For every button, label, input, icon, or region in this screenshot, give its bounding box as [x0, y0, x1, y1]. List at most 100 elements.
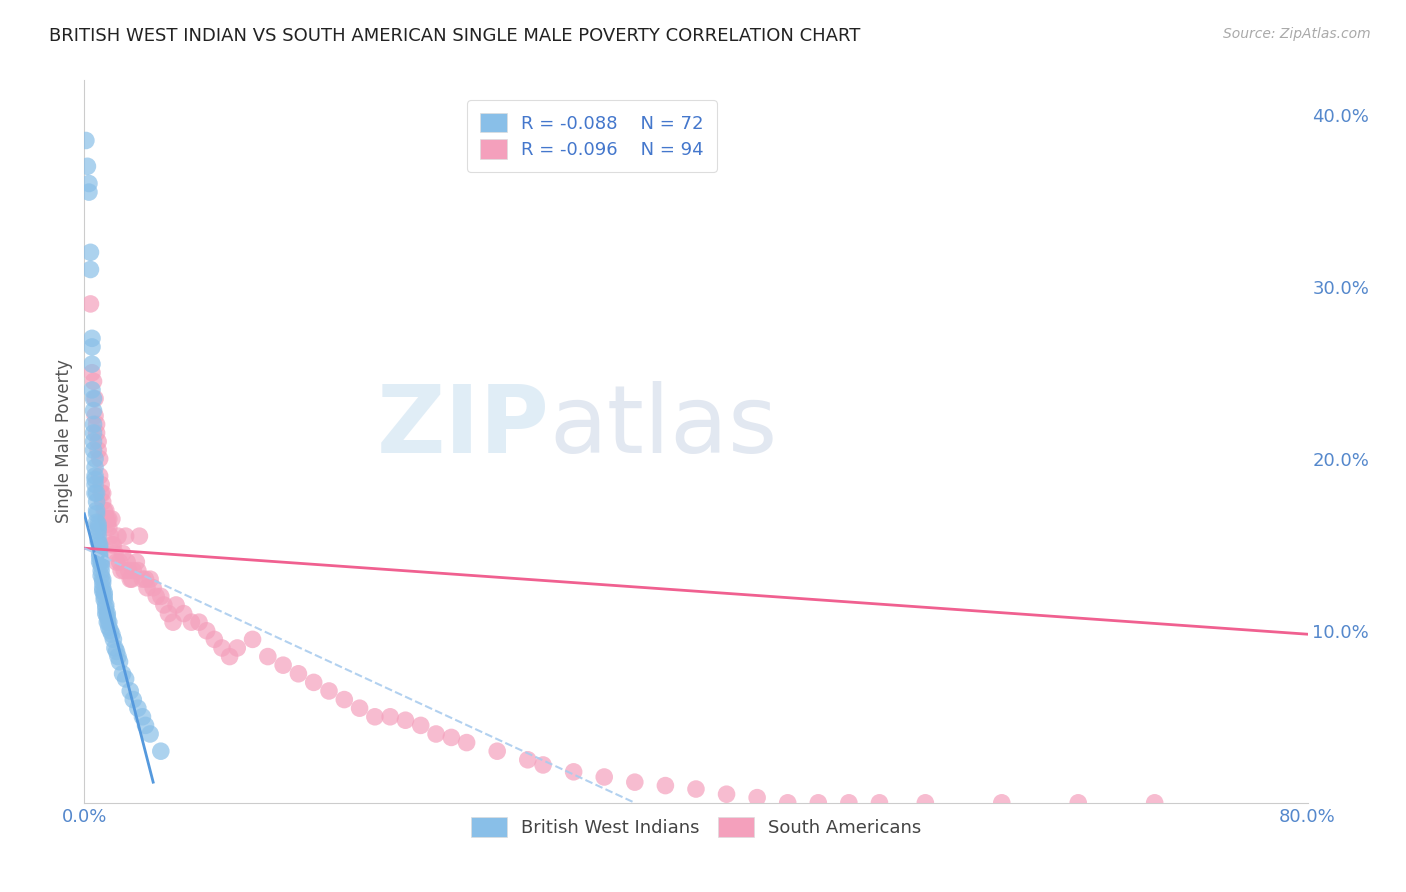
- Point: [103, 632, 125, 647]
- Point: [131, 710, 153, 724]
- Point: [80, 357, 103, 371]
- Point: [111, 546, 134, 560]
- Point: [89, 549, 111, 564]
- Point: [84, 469, 107, 483]
- Point: [79, 297, 101, 311]
- Point: [77, 185, 100, 199]
- Point: [80, 366, 103, 380]
- Point: [90, 568, 112, 582]
- Point: [77, 177, 100, 191]
- Point: [112, 564, 135, 578]
- Point: [173, 607, 195, 621]
- Point: [86, 494, 108, 508]
- Point: [90, 558, 112, 573]
- Point: [142, 581, 165, 595]
- Text: atlas: atlas: [550, 381, 778, 473]
- Point: [96, 607, 118, 621]
- Point: [91, 584, 114, 599]
- Point: [195, 624, 218, 638]
- Point: [90, 564, 112, 578]
- Point: [87, 529, 110, 543]
- Point: [101, 512, 124, 526]
- Point: [149, 744, 172, 758]
- Point: [84, 460, 107, 475]
- Point: [105, 555, 128, 569]
- Point: [516, 753, 538, 767]
- Point: [165, 598, 187, 612]
- Point: [86, 486, 108, 500]
- Point: [349, 701, 371, 715]
- Point: [79, 245, 101, 260]
- Point: [318, 684, 340, 698]
- Point: [135, 718, 157, 732]
- Point: [97, 620, 120, 634]
- Point: [111, 666, 134, 681]
- Point: [120, 572, 142, 586]
- Text: BRITISH WEST INDIAN VS SOUTH AMERICAN SINGLE MALE POVERTY CORRELATION CHART: BRITISH WEST INDIAN VS SOUTH AMERICAN SI…: [49, 27, 860, 45]
- Point: [145, 590, 167, 604]
- Point: [131, 572, 153, 586]
- Point: [211, 640, 233, 655]
- Point: [94, 601, 117, 615]
- Point: [87, 434, 110, 449]
- Point: [202, 632, 225, 647]
- Point: [91, 581, 114, 595]
- Point: [157, 607, 180, 621]
- Point: [118, 564, 141, 578]
- Point: [83, 443, 105, 458]
- Point: [226, 640, 249, 655]
- Point: [89, 451, 111, 466]
- Point: [97, 615, 120, 630]
- Text: ZIP: ZIP: [377, 381, 550, 473]
- Point: [83, 425, 105, 440]
- Point: [84, 392, 107, 406]
- Point: [716, 787, 738, 801]
- Point: [1067, 796, 1090, 810]
- Point: [914, 796, 936, 810]
- Point: [87, 524, 110, 538]
- Point: [287, 666, 309, 681]
- Point: [180, 615, 202, 630]
- Point: [89, 555, 111, 569]
- Point: [1143, 796, 1166, 810]
- Point: [80, 331, 103, 345]
- Point: [747, 790, 769, 805]
- Point: [271, 658, 294, 673]
- Point: [86, 507, 108, 521]
- Point: [869, 796, 891, 810]
- Point: [120, 684, 142, 698]
- Point: [121, 572, 143, 586]
- Point: [101, 538, 124, 552]
- Point: [93, 590, 115, 604]
- Point: [96, 610, 118, 624]
- Point: [84, 451, 107, 466]
- Point: [91, 575, 114, 590]
- Point: [115, 555, 138, 569]
- Point: [110, 564, 132, 578]
- Point: [80, 383, 103, 397]
- Point: [394, 713, 416, 727]
- Point: [96, 512, 118, 526]
- Point: [84, 486, 107, 500]
- Point: [122, 564, 145, 578]
- Point: [86, 425, 108, 440]
- Point: [136, 581, 159, 595]
- Point: [93, 503, 115, 517]
- Point: [87, 443, 110, 458]
- Point: [87, 520, 110, 534]
- Point: [94, 512, 117, 526]
- Point: [94, 598, 117, 612]
- Point: [93, 586, 115, 600]
- Point: [425, 727, 447, 741]
- Point: [188, 615, 211, 630]
- Point: [103, 538, 125, 552]
- Point: [83, 417, 105, 432]
- Point: [89, 469, 111, 483]
- Point: [162, 615, 184, 630]
- Point: [122, 692, 145, 706]
- Point: [440, 731, 463, 745]
- Point: [76, 159, 98, 173]
- Point: [456, 735, 478, 749]
- Point: [486, 744, 509, 758]
- Point: [91, 572, 114, 586]
